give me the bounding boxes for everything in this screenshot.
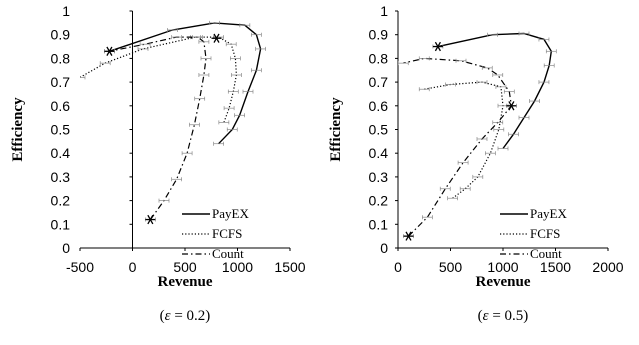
caption-part-rest: = 0.2) — [171, 308, 211, 324]
x-axis-label: Revenue — [476, 274, 531, 290]
y-tick-label: 0.8 — [369, 50, 389, 66]
series-line-payex — [437, 32, 553, 149]
panel-caption: (ε = 0.2) — [160, 308, 211, 324]
legend-label-payex: PayEX — [530, 206, 567, 221]
legend-label-fcfs: FCFS — [530, 226, 560, 241]
y-tick-label: 0.1 — [369, 216, 389, 232]
asterisk-marker — [506, 101, 517, 111]
caption-part-rest: = 0.5) — [489, 308, 529, 324]
x-tick-label: -500 — [66, 259, 94, 275]
legend-label-fcfs: FCFS — [212, 226, 242, 241]
x-tick-label: 500 — [439, 259, 463, 275]
series-line-fcfs — [424, 81, 504, 199]
asterisk-marker — [403, 231, 414, 241]
caption-part-eps: ε — [165, 308, 171, 324]
asterisk-stroke — [508, 101, 515, 111]
asterisk-stroke — [434, 41, 441, 52]
y-tick-label: 0.6 — [51, 98, 71, 114]
legend-label-count: Count — [530, 246, 562, 261]
x-tick-label: 1000 — [222, 259, 253, 275]
y-axis-label: Efficiency — [328, 97, 344, 162]
x-tick-label: 2000 — [592, 259, 623, 275]
caption-part-eps: ε — [483, 308, 489, 324]
x-tick-label: 0 — [394, 259, 402, 275]
y-tick-label: 0.3 — [51, 169, 71, 185]
y-axis-label: Efficiency — [10, 97, 26, 162]
x-tick-label: 500 — [173, 259, 197, 275]
plot-area — [80, 20, 266, 222]
asterisk-marker — [145, 214, 156, 225]
legend: PayEX FCFS Count — [500, 206, 567, 261]
y-tick-label: 0.9 — [369, 27, 389, 43]
y-tick-label: 0.3 — [369, 169, 389, 185]
y-tick-label: 0.2 — [369, 193, 389, 209]
y-tick-label: 0.8 — [51, 50, 71, 66]
y-tick-label: 0 — [62, 240, 70, 256]
asterisk-stroke — [106, 46, 113, 56]
x-tick-label: 1500 — [540, 259, 571, 275]
legend-label-payex: PayEX — [212, 206, 249, 221]
asterisk-marker — [432, 41, 443, 52]
chart-panel-eps-0.5: 0 0.1 0.2 0.3 0.4 0.5 0.6 0.7 0.8 0.9 1 0 500 1000 150… — [328, 3, 624, 324]
y-tick-label: 0.4 — [369, 145, 389, 161]
y-tick-label: 0.1 — [51, 216, 71, 232]
caption-part-open: ( — [160, 308, 165, 324]
y-tick-label: 0.2 — [51, 193, 71, 209]
y-tick-label: 0 — [380, 240, 388, 256]
legend: PayEX FCFS Count — [182, 206, 249, 261]
y-tick-label: 0.4 — [51, 145, 71, 161]
asterisk-stroke — [213, 33, 220, 43]
y-tick-label: 0.5 — [369, 122, 389, 138]
chart-panel-eps-0.2: 0 0.1 0.2 0.3 0.4 0.5 0.6 0.7 0.8 0.9 1 -500 0 500 100… — [10, 3, 306, 324]
series-line-count — [109, 36, 207, 220]
x-tick-label: 1000 — [487, 259, 518, 275]
caption-part-open: ( — [478, 308, 483, 324]
y-tick-label: 1 — [380, 3, 388, 19]
y-tick-label: 0.9 — [51, 27, 71, 43]
y-tick-label: 0.6 — [369, 98, 389, 114]
asterisk-stroke — [405, 231, 412, 241]
x-tick-label: 0 — [129, 259, 137, 275]
asterisk-stroke — [147, 214, 154, 225]
panel-caption: (ε = 0.5) — [478, 308, 529, 324]
y-tick-label: 0.7 — [51, 74, 71, 90]
legend-label-count: Count — [212, 246, 244, 261]
y-tick-label: 0.5 — [51, 122, 71, 138]
series-line-count — [403, 57, 513, 237]
x-tick-label: 1500 — [274, 259, 305, 275]
y-tick-label: 0.7 — [369, 74, 389, 90]
y-tick-label: 1 — [62, 3, 70, 19]
asterisk-marker — [211, 33, 222, 43]
series-line-fcfs — [80, 36, 238, 123]
x-axis-label: Revenue — [158, 274, 213, 290]
asterisk-marker — [104, 46, 115, 56]
